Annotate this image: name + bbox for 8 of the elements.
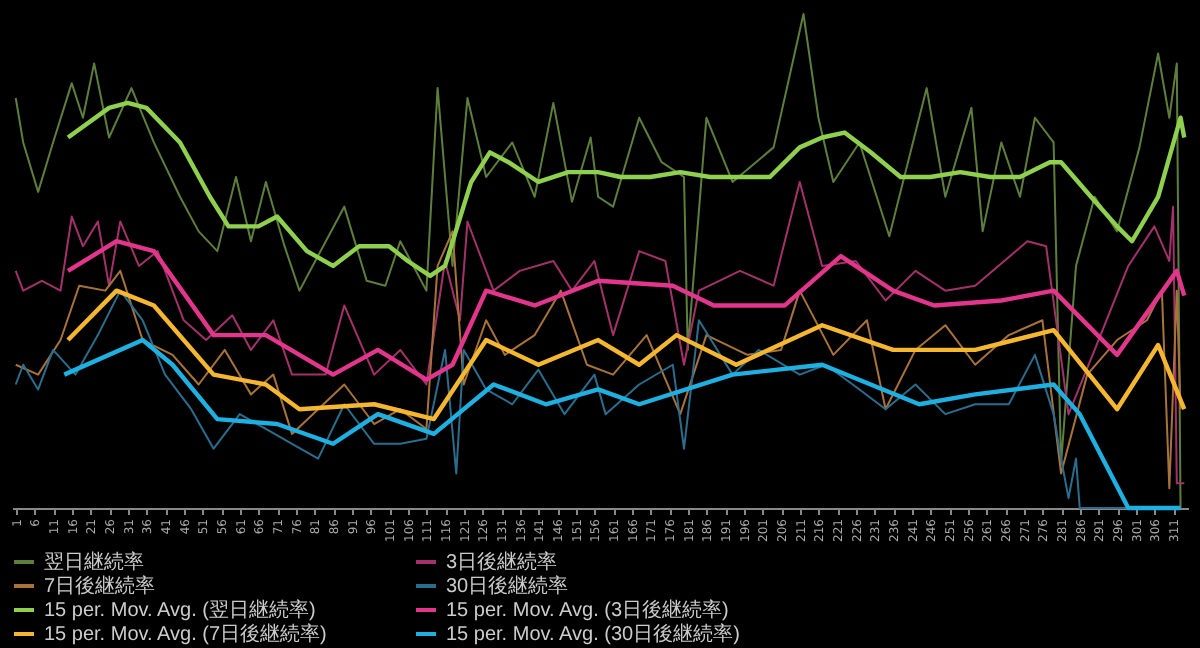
- legend-label: 15 per. Mov. Avg. (翌日継続率): [44, 598, 316, 622]
- legend-label: 3日後継続率: [446, 550, 558, 574]
- legend-label: 30日後継続率: [446, 574, 569, 598]
- legend-label: 7日後継続率: [44, 574, 156, 598]
- legend-label: 15 per. Mov. Avg. (30日後継続率): [446, 622, 740, 646]
- legend-label: 15 per. Mov. Avg. (7日後継続率): [44, 622, 327, 646]
- legend-label: 翌日継続率: [44, 550, 144, 574]
- legend-label: 15 per. Mov. Avg. (3日後継続率): [446, 598, 729, 622]
